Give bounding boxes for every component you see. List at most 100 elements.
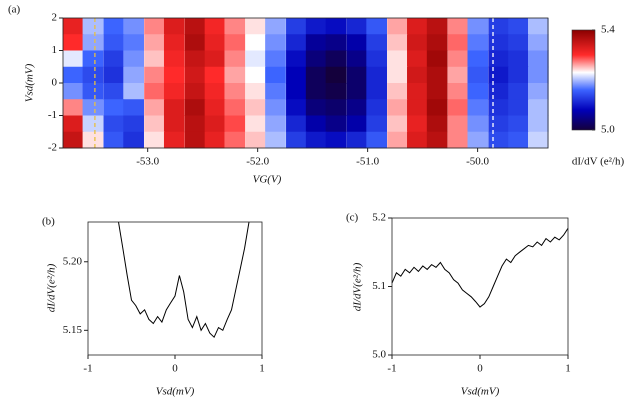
- x-tick-label: -1: [83, 363, 92, 375]
- heatmap-cell: [286, 66, 307, 84]
- heatmap-cell: [224, 18, 246, 35]
- plot-frame: [391, 217, 569, 356]
- heatmap-cell: [286, 50, 307, 68]
- heatmap-cell: [447, 50, 469, 68]
- heatmap-cell: [245, 115, 267, 133]
- x-tick-label: -51.0: [356, 156, 379, 168]
- heatmap-cell: [467, 66, 489, 84]
- heatmap-cell: [366, 99, 388, 116]
- heatmap-cell: [305, 131, 327, 149]
- x-tick-label: -53.0: [136, 156, 159, 168]
- heatmap-cell: [286, 115, 307, 133]
- heatmap-cell: [82, 50, 104, 68]
- colorbar-tick-label: 5.0: [601, 124, 615, 136]
- heatmap-cell: [447, 99, 469, 116]
- panel-label: (c): [346, 212, 359, 224]
- heatmap-cell: [527, 66, 549, 84]
- heatmap-cell: [184, 34, 206, 51]
- heatmap-cell: [467, 115, 489, 133]
- heatmap-cell: [447, 131, 469, 149]
- heatmap-cell: [366, 66, 388, 84]
- heatmap-cell: [286, 83, 307, 100]
- heatmap-cell: [305, 34, 327, 51]
- heatmap-cell: [123, 66, 144, 84]
- heatmap-cell: [325, 131, 347, 149]
- heatmap-cell: [527, 115, 549, 133]
- y-tick-label: 0: [52, 77, 58, 89]
- heatmap-cell: [305, 99, 327, 116]
- heatmap-cell: [305, 66, 327, 84]
- heatmap-cell: [467, 50, 489, 68]
- heatmap-cell: [467, 18, 489, 35]
- heatmap-cell: [82, 131, 104, 149]
- heatmap-cell: [488, 99, 510, 116]
- heatmap-cell: [527, 18, 549, 35]
- data-line: [118, 221, 250, 339]
- heatmap-cell: [488, 115, 510, 133]
- heatmap-cell: [305, 115, 327, 133]
- heatmap-cell: [325, 99, 347, 116]
- heatmap-cell: [407, 66, 428, 84]
- y-axis-label: dI/dV(e²/h): [352, 262, 364, 311]
- heatmap-cell: [527, 50, 549, 68]
- heatmap-cell: [488, 131, 510, 149]
- heatmap-cell: [527, 83, 549, 100]
- y-tick-label: -2: [48, 142, 57, 154]
- x-tick-label: -1: [387, 363, 396, 375]
- heatmap-cell: [103, 115, 125, 133]
- heatmap-cell: [488, 18, 510, 35]
- heatmap-cell: [184, 131, 206, 149]
- heatmap-cell: [224, 50, 246, 68]
- y-tick-label: 5.20: [63, 255, 83, 267]
- heatmap-cell: [426, 50, 448, 68]
- heatmap-cell: [62, 115, 84, 133]
- heatmap-cell: [82, 115, 104, 133]
- heatmap-cell: [204, 83, 226, 100]
- heatmap-cell: [163, 115, 185, 133]
- heatmap-cell: [407, 50, 428, 68]
- heatmap-cell: [366, 115, 388, 133]
- heatmap-cell: [407, 99, 428, 116]
- y-tick-label: 5.0: [372, 349, 386, 361]
- heatmap-cell: [346, 131, 368, 149]
- y-tick-label: 5.15: [63, 324, 83, 336]
- heatmap-cell: [407, 83, 428, 100]
- heatmap-cell: [387, 83, 408, 100]
- heatmap-cell: [325, 18, 347, 35]
- heatmap-cell: [447, 18, 469, 35]
- y-tick-label: -1: [48, 109, 57, 121]
- heatmap-cell: [346, 66, 368, 84]
- heatmap-cell: [82, 66, 104, 84]
- heatmap-cell: [144, 34, 165, 51]
- heatmap-cell: [387, 131, 408, 149]
- heatmap-cell: [265, 83, 286, 100]
- heatmap-cell: [184, 18, 206, 35]
- heatmap-cell: [245, 83, 267, 100]
- heatmap-cell: [488, 34, 510, 51]
- heatmap-cell: [103, 83, 125, 100]
- heatmap-cell: [144, 50, 165, 68]
- heatmap-cell: [62, 83, 84, 100]
- heatmap-cell: [286, 131, 307, 149]
- heatmap-cell: [224, 66, 246, 84]
- heatmap-cell: [144, 83, 165, 100]
- heatmap-cell: [508, 50, 529, 68]
- heatmap-cell: [467, 99, 489, 116]
- heatmap-cell: [144, 66, 165, 84]
- heatmap-cell: [527, 99, 549, 116]
- heatmap-cell: [82, 18, 104, 35]
- x-axis-label: Vsd(mV): [461, 386, 500, 398]
- heatmap-cell: [346, 99, 368, 116]
- heatmap-cell: [508, 34, 529, 51]
- heatmap-cell: [82, 83, 104, 100]
- heatmap-cell: [426, 131, 448, 149]
- heatmap-cell: [245, 99, 267, 116]
- heatmap-cell: [224, 34, 246, 51]
- heatmap-cell: [163, 18, 185, 35]
- heatmap-cell: [103, 34, 125, 51]
- y-tick-label: 5.2: [372, 212, 386, 224]
- heatmap-cell: [204, 115, 226, 133]
- heatmap-cell: [508, 99, 529, 116]
- heatmap-cell: [426, 115, 448, 133]
- heatmap-cell: [224, 83, 246, 100]
